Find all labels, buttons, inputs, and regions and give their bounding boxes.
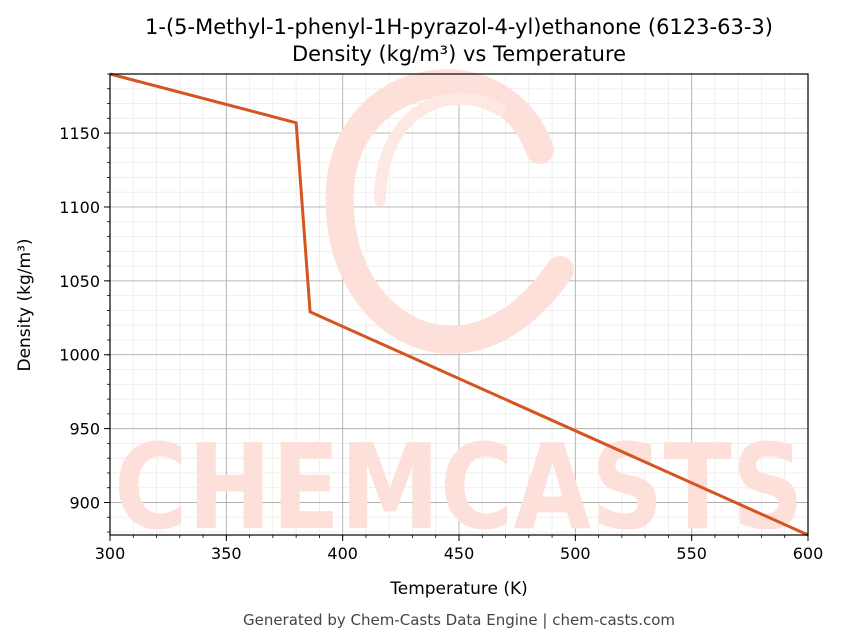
y-axis: 900 950 1000 1050 1100 1150 (59, 73, 110, 533)
y-tick-label: 950 (69, 420, 100, 439)
y-axis-label: Density (kg/m³) (15, 238, 35, 371)
chart-title: 1-(5-Methyl-1-phenyl-1H-pyrazol-4-yl)eth… (145, 15, 773, 39)
footer-credit: Generated by Chem-Casts Data Engine | ch… (243, 611, 675, 629)
y-tick-label: 1100 (59, 198, 100, 217)
x-tick-label: 450 (444, 544, 475, 563)
y-tick-label: 1000 (59, 346, 100, 365)
x-tick-label: 300 (95, 544, 126, 563)
x-axis-label: Temperature (K) (389, 579, 528, 599)
plot-area: CHEMCASTS (109, 69, 809, 556)
chart-subtitle: Density (kg/m³) vs Temperature (292, 42, 626, 66)
x-tick-label: 500 (560, 544, 591, 563)
x-tick-label: 550 (676, 544, 707, 563)
watermark: CHEMCASTS (114, 69, 804, 556)
x-tick-label: 600 (793, 544, 824, 563)
x-axis: 300 350 400 450 500 550 600 (95, 535, 824, 563)
y-tick-label: 1050 (59, 272, 100, 291)
watermark-text: CHEMCASTS (114, 418, 804, 556)
density-line (109, 72, 809, 537)
watermark-logo (325, 69, 574, 354)
y-tick-label: 900 (69, 493, 100, 512)
x-tick-label: 400 (327, 544, 358, 563)
x-tick-label: 350 (211, 544, 242, 563)
y-tick-label: 1150 (59, 124, 100, 143)
